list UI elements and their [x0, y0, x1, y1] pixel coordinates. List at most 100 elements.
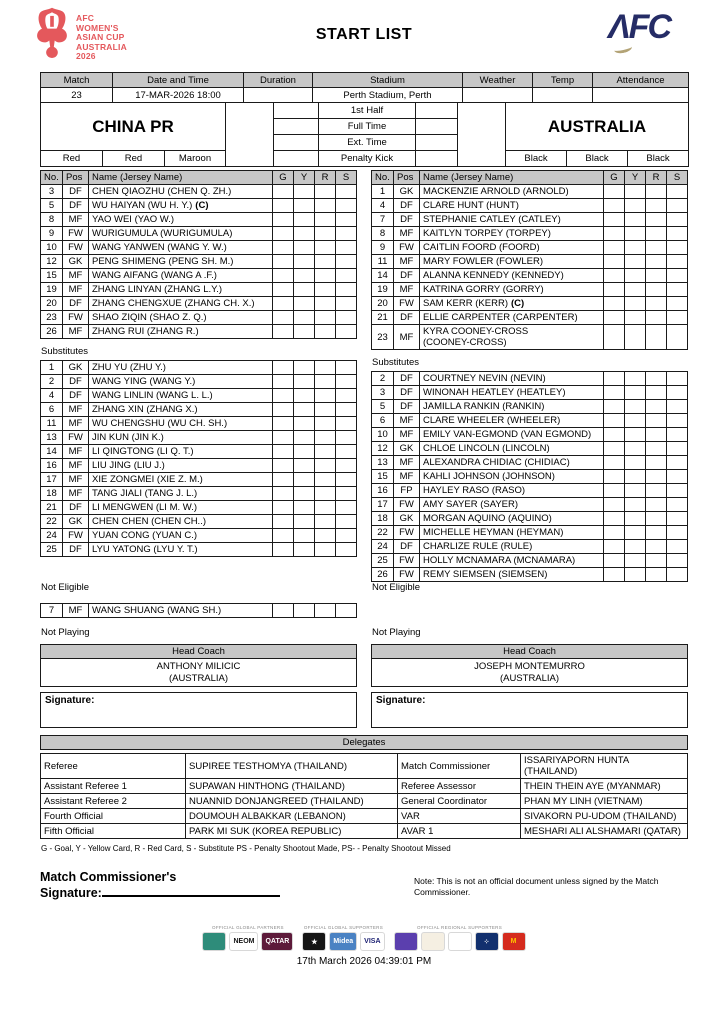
sub-cell: [335, 254, 357, 269]
player-name: WANG SHUANG (WANG SH.): [88, 602, 273, 618]
delegate-name: SUPAWAN HINTHONG (THAILAND): [185, 778, 398, 794]
yellow-cell: [293, 282, 315, 297]
player-position: DF: [393, 399, 420, 414]
delegates-title-bar: Delegates: [40, 735, 688, 750]
player-number: 14: [371, 268, 394, 283]
match-info-header-row: Match Date and Time Duration Stadium Wea…: [40, 72, 689, 88]
sponsor-group-label: OFFICIAL REGIONAL SUPPORTERS: [417, 925, 503, 930]
player-number: 26: [371, 567, 394, 582]
red-cell: [314, 296, 336, 311]
away-head-coach-country: (AUSTRALIA): [499, 672, 560, 684]
player-row: 26 MF ZHANG RUI (ZHANG R.): [40, 324, 357, 339]
sub-cell: [335, 430, 357, 445]
player-row: 17 FW AMY SAYER (SAYER): [371, 497, 688, 512]
document-header: AFC WOMEN'S ASIAN CUP AUSTRALIA 2026 START L…: [37, 0, 688, 72]
tournament-logo-line: 2026: [76, 51, 96, 61]
player-name: ZHANG XIN (ZHANG X.): [88, 402, 273, 417]
player-name: SAM KERR (KERR) (C): [419, 296, 604, 311]
red-cell: [314, 528, 336, 543]
yellow-cell: [293, 268, 315, 283]
sponsor-group-label: OFFICIAL GLOBAL SUPPORTERS: [303, 925, 383, 930]
player-position: FW: [393, 240, 420, 255]
player-row: 22 GK CHEN CHEN (CHEN CH..): [40, 514, 357, 529]
sponsor-logo: [420, 932, 445, 951]
goal-cell: [603, 525, 625, 540]
red-cell: [645, 226, 667, 241]
player-name: CLARE HUNT (HUNT): [419, 198, 604, 213]
sub-cell: [666, 184, 688, 199]
red-header: R: [645, 170, 667, 185]
player-name: LIU JING (LIU J.): [88, 458, 273, 473]
yellow-cell: [293, 254, 315, 269]
player-row: 13 FW JIN KUN (JIN K.): [40, 430, 357, 445]
player-number: 19: [371, 282, 394, 297]
red-cell: [314, 324, 336, 339]
player-position: GK: [393, 184, 420, 199]
player-name: CHEN CHEN (CHEN CH..): [88, 514, 273, 529]
delegate-role: AVAR 1: [397, 823, 521, 839]
red-cell: [314, 184, 336, 199]
goal-cell: [272, 184, 294, 199]
player-position: DF: [393, 385, 420, 400]
player-number: 25: [371, 553, 394, 568]
match-header: Match: [40, 72, 113, 88]
away-kit-color-3: Black: [626, 150, 690, 167]
player-position: DF: [62, 500, 89, 515]
player-number: 8: [371, 226, 394, 241]
home-first-half-score: [273, 102, 319, 119]
player-position: MF: [62, 444, 89, 459]
player-name: ZHANG RUI (ZHANG R.): [88, 324, 273, 339]
player-row: 23 MF KYRA COONEY-CROSS (COONEY-CROSS): [371, 324, 688, 350]
commissioner-section: Match Commissioner's Signature: Note: Th…: [40, 869, 688, 901]
goal-cell: [603, 511, 625, 526]
delegate-name: SUPIREE TESTHOMYA (THAILAND): [185, 753, 398, 779]
red-cell: [645, 497, 667, 512]
player-number: 5: [371, 399, 394, 414]
player-name: EMILY VAN-EGMOND (VAN EGMOND): [419, 427, 604, 442]
player-number: 12: [371, 441, 394, 456]
goal-cell: [272, 486, 294, 501]
yellow-header: Y: [624, 170, 646, 185]
red-cell: [314, 542, 336, 557]
player-position: GK: [62, 514, 89, 529]
player-row: 14 MF LI QINGTONG (LI Q. T.): [40, 444, 357, 459]
player-number: 1: [371, 184, 394, 199]
player-number: 13: [371, 455, 394, 470]
player-row: 19 MF ZHANG LINYAN (ZHANG L.Y.): [40, 282, 357, 297]
scoreboard: CHINA PR 1st Half AUSTRALIA Full Time Ex…: [40, 102, 690, 167]
yellow-cell: [293, 602, 315, 618]
sub-cell: [666, 511, 688, 526]
yellow-cell: [293, 226, 315, 241]
goal-cell: [603, 198, 625, 213]
sub-cell: [335, 402, 357, 417]
match-commissioner-signature: Match Commissioner's Signature:: [40, 869, 280, 901]
player-row: 5 DF WU HAIYAN (WU H. Y.) (C): [40, 198, 357, 213]
delegate-name: NUANNID DONJANGREED (THAILAND): [185, 793, 398, 809]
player-name: COURTNEY NEVIN (NEVIN): [419, 371, 604, 386]
sub-cell: [666, 553, 688, 568]
sub-cell: [666, 226, 688, 241]
yellow-cell: [293, 486, 315, 501]
player-position: FW: [393, 553, 420, 568]
player-name: YAO WEI (YAO W.): [88, 212, 273, 227]
red-cell: [314, 360, 336, 375]
red-cell: [645, 441, 667, 456]
delegate-name: DOUMOUH ALBAKKAR (LEBANON): [185, 808, 398, 824]
delegate-role: Referee Assessor: [397, 778, 521, 794]
goal-cell: [603, 399, 625, 414]
goal-cell: [603, 268, 625, 283]
player-row: 15 MF WANG AIFANG (WANG A .F.): [40, 268, 357, 283]
sponsor-logo: Midea: [329, 932, 358, 951]
goal-cell: [603, 469, 625, 484]
player-position: DF: [393, 198, 420, 213]
player-name: WANG AIFANG (WANG A .F.): [88, 268, 273, 283]
sub-cell: [335, 310, 357, 325]
duration-value: [243, 87, 313, 103]
sub-cell: [335, 528, 357, 543]
red-cell: [645, 282, 667, 297]
player-position: GK: [62, 360, 89, 375]
sub-cell: [335, 226, 357, 241]
goal-cell: [603, 441, 625, 456]
home-starters-table: No. Pos Name (Jersey Name) G Y R S 3 DF …: [40, 170, 357, 339]
player-position: MF: [393, 469, 420, 484]
